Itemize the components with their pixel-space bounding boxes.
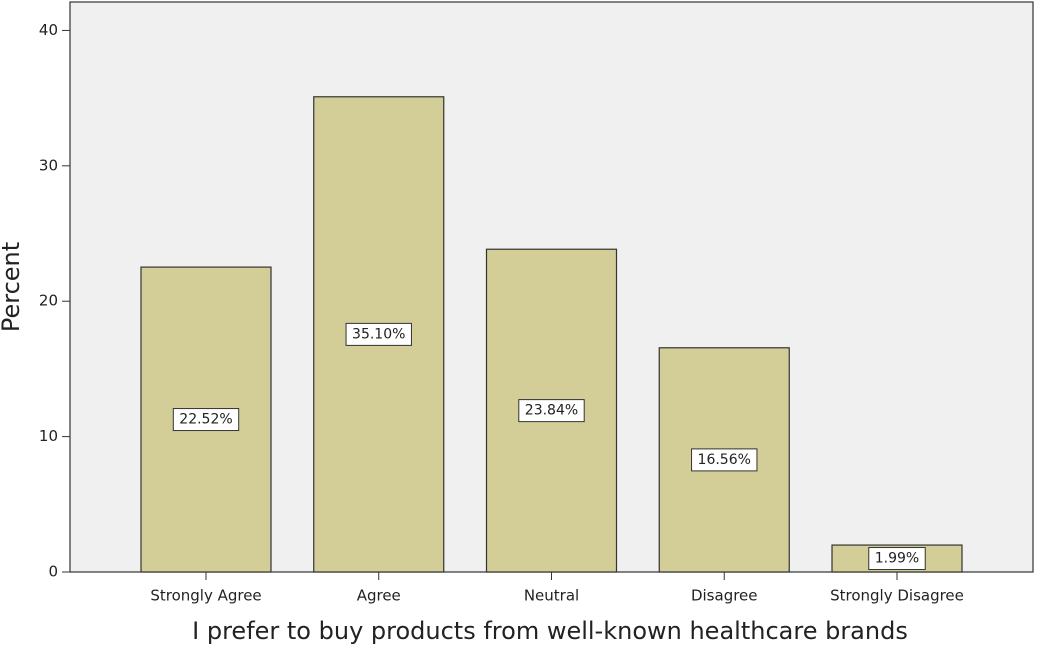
- x-tick-label: Neutral: [524, 587, 579, 605]
- value-label-box: [345, 322, 412, 346]
- y-tick-label: 40: [39, 21, 58, 39]
- value-label: 22.52%: [179, 412, 232, 428]
- y-tick-label: 10: [39, 427, 58, 445]
- x-tick-label: Strongly Agree: [150, 587, 261, 605]
- value-label-box: [172, 408, 240, 432]
- value-label-box: [518, 399, 585, 423]
- x-tick-label: Strongly Disagree: [830, 587, 964, 605]
- x-tick-label: Agree: [357, 587, 401, 605]
- value-label: 16.56%: [698, 452, 751, 468]
- y-axis-label: Percent: [0, 242, 25, 332]
- y-tick-label: 20: [39, 292, 58, 310]
- y-tick-label: 30: [39, 156, 58, 174]
- x-axis-label: I prefer to buy products from well-known…: [192, 617, 908, 645]
- value-label-box: [691, 448, 758, 472]
- value-label-box: [868, 547, 926, 571]
- value-label: 35.10%: [352, 326, 405, 342]
- x-tick-label: Disagree: [691, 587, 758, 605]
- value-label: 1.99%: [875, 551, 919, 567]
- y-tick-label: 0: [48, 563, 58, 581]
- value-label: 23.84%: [525, 403, 578, 419]
